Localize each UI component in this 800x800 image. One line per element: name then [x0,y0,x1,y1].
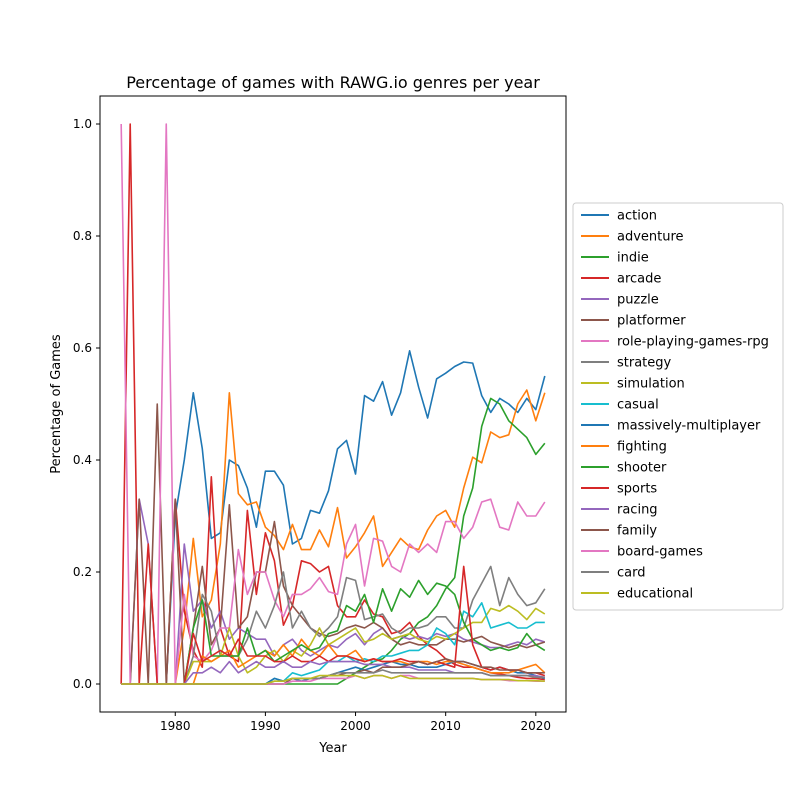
legend-label-role-playing-games-rpg: role-playing-games-rpg [617,335,769,350]
plot-frame [99,95,567,713]
y-tick-label: 1.0 [73,117,92,131]
y-tick-label: 0.4 [73,453,92,467]
legend-label-indie: indie [617,251,649,266]
y-axis-label: Percentage of Games [49,334,64,474]
x-tick-label: 2000 [340,719,371,733]
series-line-simulation [121,604,546,685]
series-line-sports [121,543,546,685]
y-axis: 0.0 0.2 0.4 0.6 0.8 1.0 [73,117,100,691]
legend-label-card: card [617,566,645,581]
y-tick-label: 0.0 [73,677,92,691]
series-line-adventure [121,389,546,685]
x-tick-label: 2020 [521,719,552,733]
legend-label-educational: educational [617,587,693,602]
y-tick-label: 0.6 [73,341,92,355]
y-tick-label: 0.8 [73,229,92,243]
legend-label-shooter: shooter [617,461,667,476]
legend-label-action: action [617,209,657,224]
legend-label-racing: racing [617,503,658,518]
chart-title: Percentage of games with RAWG.io genres … [126,73,540,92]
legend-label-arcade: arcade [617,272,661,287]
legend: action adventure indie arcade puzzle platform… [572,202,784,611]
y-tick-label: 0.2 [73,565,92,579]
x-axis: 1980 1990 2000 2010 2020 [160,712,551,733]
series-line-action [121,349,546,685]
series-line-educational [121,674,545,685]
legend-label-strategy: strategy [617,356,672,371]
legend-label-platformer: platformer [617,314,686,329]
legend-label-board-games: board-games [617,545,703,560]
legend-label-family: family [617,524,657,539]
legend-label-casual: casual [617,398,659,413]
legend-label-adventure: adventure [617,230,684,245]
series-line-puzzle [121,498,546,685]
legend-box [572,202,784,611]
legend-label-fighting: fighting [617,440,667,455]
series-line-role-playing-games-rpg [120,123,546,685]
legend-label-puzzle: puzzle [617,293,659,308]
x-tick-label: 2010 [430,719,461,733]
legend-label-sports: sports [617,482,657,497]
legend-label-massively-multiplayer: massively-multiplayer [617,419,761,434]
x-tick-label: 1990 [250,719,281,733]
plot-lines [120,123,546,685]
series-line-strategy [121,565,546,685]
x-tick-label: 1980 [160,719,191,733]
series-line-shooter [121,579,546,685]
legend-label-simulation: simulation [617,377,685,392]
x-axis-label: Year [318,741,347,756]
